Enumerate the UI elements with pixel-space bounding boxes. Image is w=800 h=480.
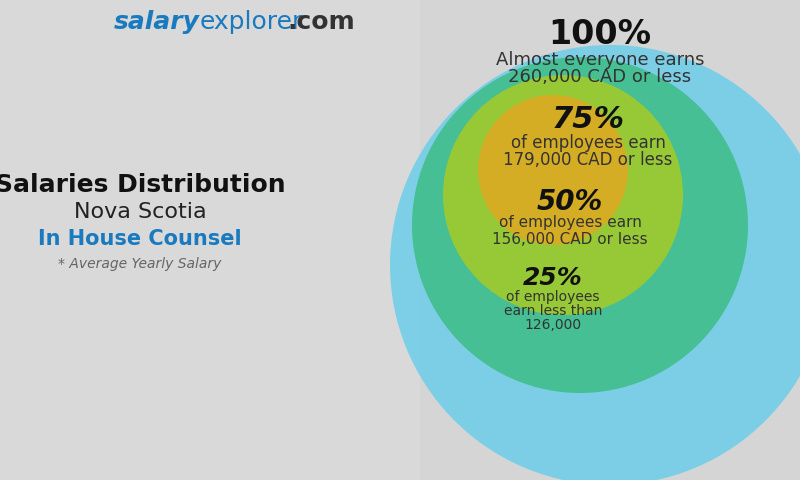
Text: 260,000 CAD or less: 260,000 CAD or less — [509, 68, 691, 86]
Text: of employees earn: of employees earn — [510, 134, 666, 152]
Text: explorer: explorer — [200, 10, 303, 34]
Text: * Average Yearly Salary: * Average Yearly Salary — [58, 257, 222, 271]
Circle shape — [478, 95, 628, 245]
Circle shape — [412, 57, 748, 393]
Text: 100%: 100% — [549, 19, 651, 51]
Text: 75%: 75% — [551, 106, 625, 134]
Text: Almost everyone earns: Almost everyone earns — [496, 51, 704, 69]
Text: 126,000: 126,000 — [525, 318, 582, 332]
Text: 25%: 25% — [523, 266, 583, 290]
Text: of employees earn: of employees earn — [498, 216, 642, 230]
Circle shape — [390, 45, 800, 480]
Text: Nova Scotia: Nova Scotia — [74, 202, 206, 222]
Text: salary: salary — [114, 10, 200, 34]
Bar — [0, 0, 420, 480]
Text: 156,000 CAD or less: 156,000 CAD or less — [492, 231, 648, 247]
Text: of employees: of employees — [506, 290, 600, 304]
Circle shape — [443, 75, 683, 315]
Text: 179,000 CAD or less: 179,000 CAD or less — [503, 151, 673, 169]
Text: In House Counsel: In House Counsel — [38, 229, 242, 249]
Text: earn less than: earn less than — [504, 304, 602, 318]
Text: .com: .com — [288, 10, 356, 34]
Text: Salaries Distribution: Salaries Distribution — [0, 173, 286, 197]
Text: 50%: 50% — [537, 188, 603, 216]
